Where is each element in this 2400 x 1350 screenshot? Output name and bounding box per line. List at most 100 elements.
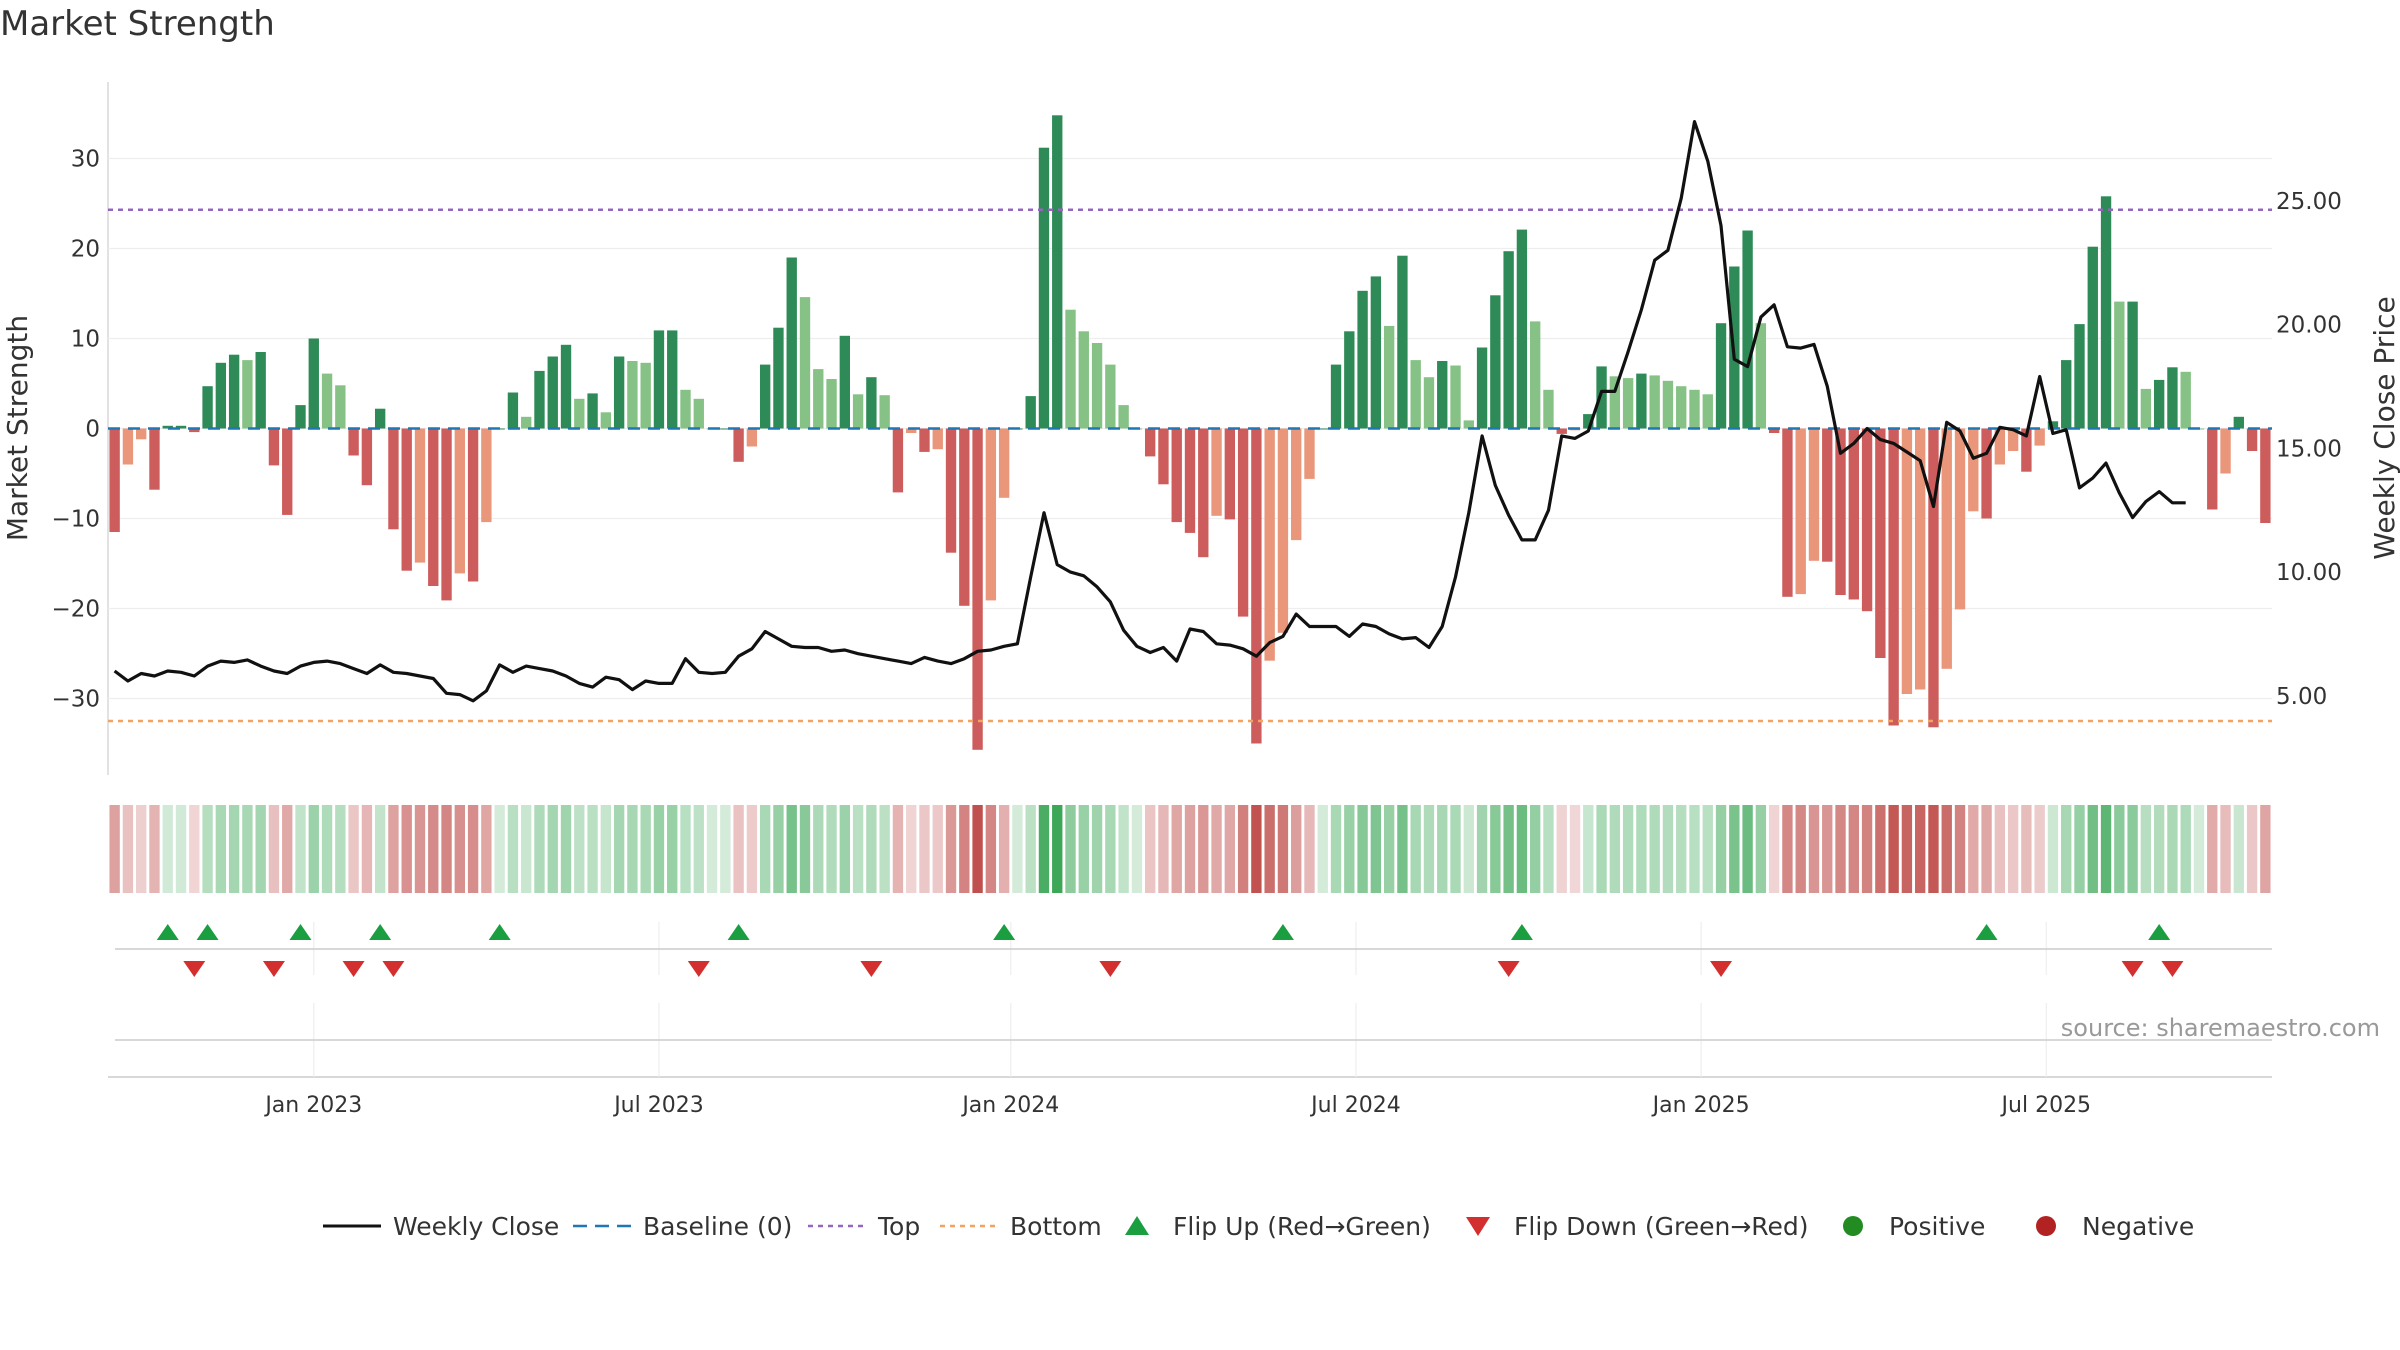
heat-strip-cell: [1264, 805, 1275, 893]
strength-bar: [2087, 246, 2098, 429]
strength-bar: [414, 428, 426, 563]
heat-strip-cell: [1662, 805, 1674, 893]
flip-up-marker: [488, 924, 511, 940]
strength-bar: [1397, 255, 1408, 429]
strength-bar: [640, 362, 651, 429]
flip-down-marker: [342, 961, 365, 977]
strength-bar: [401, 428, 412, 571]
strength-bar: [786, 257, 797, 429]
flip-down-marker: [860, 961, 883, 977]
heat-strip-cell: [1755, 805, 1767, 893]
heat-strip-cell: [1091, 805, 1103, 893]
heat-strip-cell: [998, 805, 1010, 893]
heat-strip-cell: [175, 805, 187, 893]
left-tick-label: 10: [71, 327, 100, 353]
strength-bar: [733, 428, 744, 462]
heat-strip-cell: [1901, 805, 1913, 893]
left-tick-label: 20: [71, 237, 100, 263]
strength-bar: [1928, 428, 1939, 728]
heat-strip-cell: [1808, 805, 1820, 893]
strength-bar: [1078, 331, 1089, 429]
strength-bar: [175, 425, 187, 429]
flip-up-marker: [196, 924, 219, 940]
heat-strip-cell: [706, 805, 718, 893]
heat-strip-cell: [335, 805, 346, 893]
strength-bar: [906, 428, 917, 433]
heat-strip-cell: [215, 805, 227, 893]
heat-strip-cell: [733, 805, 744, 893]
strength-bar: [1662, 380, 1674, 429]
heat-strip-cell: [1636, 805, 1647, 893]
strength-bar: [1835, 428, 1846, 595]
heat-strip-cell: [985, 805, 997, 893]
strength-bar: [574, 398, 585, 429]
flip-up-marker: [727, 924, 750, 940]
heat-strip-cell: [1795, 805, 1806, 893]
strength-bar: [1437, 361, 1448, 429]
heat-strip-cell: [1822, 805, 1833, 893]
strength-bar: [693, 398, 704, 429]
strength-bar: [1795, 428, 1806, 595]
strength-bar: [1994, 428, 2006, 465]
source-note: source: sharemaestro.com: [2060, 1014, 2380, 1042]
heat-strip-cell: [507, 805, 519, 893]
strength-bar: [1304, 428, 1315, 479]
strength-bar: [481, 428, 492, 523]
strength-bar: [149, 428, 160, 490]
strength-bar: [467, 428, 479, 582]
strength-bar: [560, 344, 572, 429]
legend-label: Flip Down (Green→Red): [1514, 1212, 1809, 1241]
strength-bar: [1609, 376, 1621, 429]
heat-strip-cell: [1715, 805, 1727, 893]
heat-strip-cell: [1768, 805, 1780, 893]
legend-label: Baseline (0): [643, 1212, 792, 1241]
strength-bar: [1158, 428, 1169, 485]
heat-strip-cell: [1981, 805, 1992, 893]
strength-bar: [428, 428, 439, 586]
heat-strip-cell: [826, 805, 837, 893]
x-tick-label: Jul 2025: [2000, 1093, 2092, 1118]
strength-bar: [242, 360, 253, 429]
heat-strip-cell: [1569, 805, 1581, 893]
strength-bar: [1105, 364, 1116, 429]
heat-strip-cell: [1330, 805, 1342, 893]
strength-bar: [2207, 428, 2218, 510]
heat-strip-cell: [680, 805, 691, 893]
strength-bar: [2021, 428, 2032, 472]
strength-bar: [759, 364, 771, 429]
heat-strip-cell: [1370, 805, 1382, 893]
heat-strip-cell: [1888, 805, 1899, 893]
strength-bar: [773, 327, 784, 429]
heat-strip-cell: [1463, 805, 1474, 893]
strength-bar: [348, 428, 359, 456]
heat-strip-cell: [2047, 805, 2059, 893]
heat-strip-cell: [1397, 805, 1408, 893]
heat-strip-cell: [1105, 805, 1116, 893]
heat-strip-cell: [1437, 805, 1448, 893]
heat-strip-cell: [2260, 805, 2271, 893]
legend-item: Bottom: [940, 1212, 1102, 1241]
strength-bar: [1702, 394, 1713, 429]
heat-strip-cell: [2193, 805, 2205, 893]
heat-strip-cell: [1052, 805, 1063, 893]
strength-bar: [1264, 428, 1275, 661]
heat-strip-cell: [1131, 805, 1143, 893]
x-tick-label: Jul 2024: [1309, 1093, 1401, 1118]
heat-strip-cell: [401, 805, 412, 893]
heat-strip-cell: [1184, 805, 1196, 893]
left-tick-label: 30: [71, 147, 100, 173]
strength-bar: [852, 394, 864, 429]
legend-label: Positive: [1889, 1212, 1985, 1241]
heat-strip-cell: [308, 805, 319, 893]
strength-bar: [2100, 196, 2112, 429]
flip-down-marker: [1497, 961, 1520, 977]
strength-bar: [2260, 428, 2271, 523]
heat-strip-cell: [879, 805, 890, 893]
strength-bar: [2153, 379, 2165, 429]
heat-strip-cell: [640, 805, 651, 893]
heat-strip-cell: [162, 805, 173, 893]
strength-bar: [454, 428, 465, 574]
x-tick-label: Jan 2024: [960, 1093, 1059, 1118]
heat-strip-cell: [1423, 805, 1435, 893]
strength-bar: [879, 395, 890, 429]
